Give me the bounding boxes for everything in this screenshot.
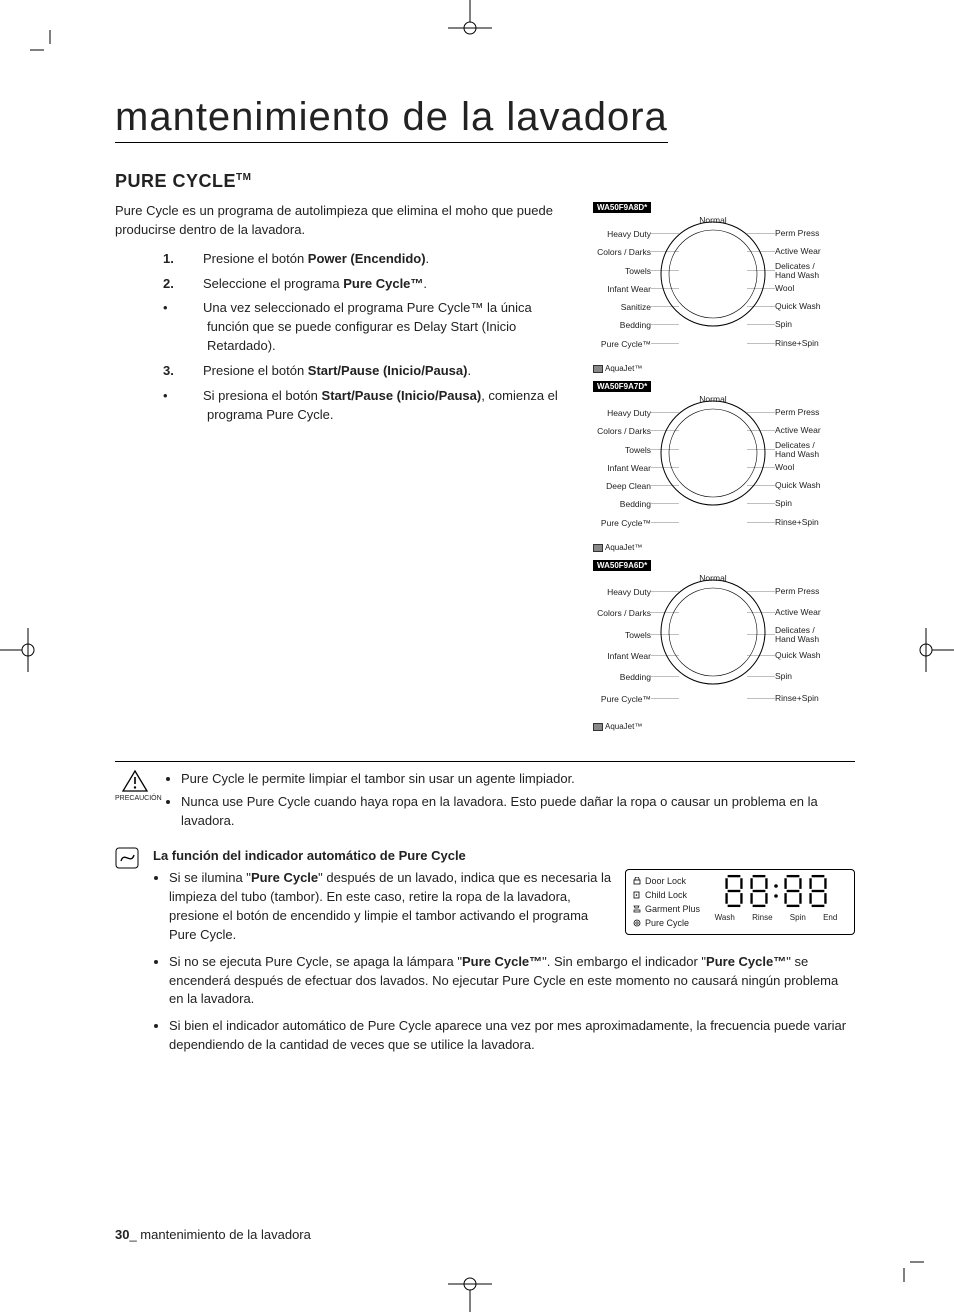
- note-icon: [115, 847, 143, 1063]
- note-item: Si se ilumina "Pure Cycle" después de un…: [169, 869, 855, 944]
- section-heading: PURE CYCLETM: [115, 171, 855, 192]
- note-title: La función del indicador automático de P…: [153, 847, 855, 866]
- dials-column: WA50F9A8D* Normal Heavy DutyColors / Dar…: [593, 202, 855, 739]
- dial-diagram: WA50F9A7D* Normal Heavy DutyColors / Dar…: [593, 381, 855, 552]
- page-title: mantenimiento de la lavadora: [115, 95, 668, 143]
- note-item: Si no se ejecuta Pure Cycle, se apaga la…: [169, 953, 855, 1010]
- display-panel-diagram: Door Lock Child Lock Garment Plus Pure C…: [625, 869, 855, 935]
- caution-list: Pure Cycle le permite limpiar el tambor …: [165, 770, 855, 835]
- steps-list: 1.Presione el botón Power (Encendido). 2…: [115, 250, 575, 425]
- note-item: Si bien el indicador automático de Pure …: [169, 1017, 855, 1055]
- caution-icon: PRECAUCIÓN: [115, 770, 155, 835]
- intro-text: Pure Cycle es un programa de autolimpiez…: [115, 202, 575, 240]
- dial-diagram: WA50F9A8D* Normal Heavy DutyColors / Dar…: [593, 202, 855, 373]
- dial-diagram: WA50F9A6D* Normal Heavy DutyColors / Dar…: [593, 560, 855, 731]
- page-footer: 30_ mantenimiento de la lavadora: [115, 1227, 311, 1242]
